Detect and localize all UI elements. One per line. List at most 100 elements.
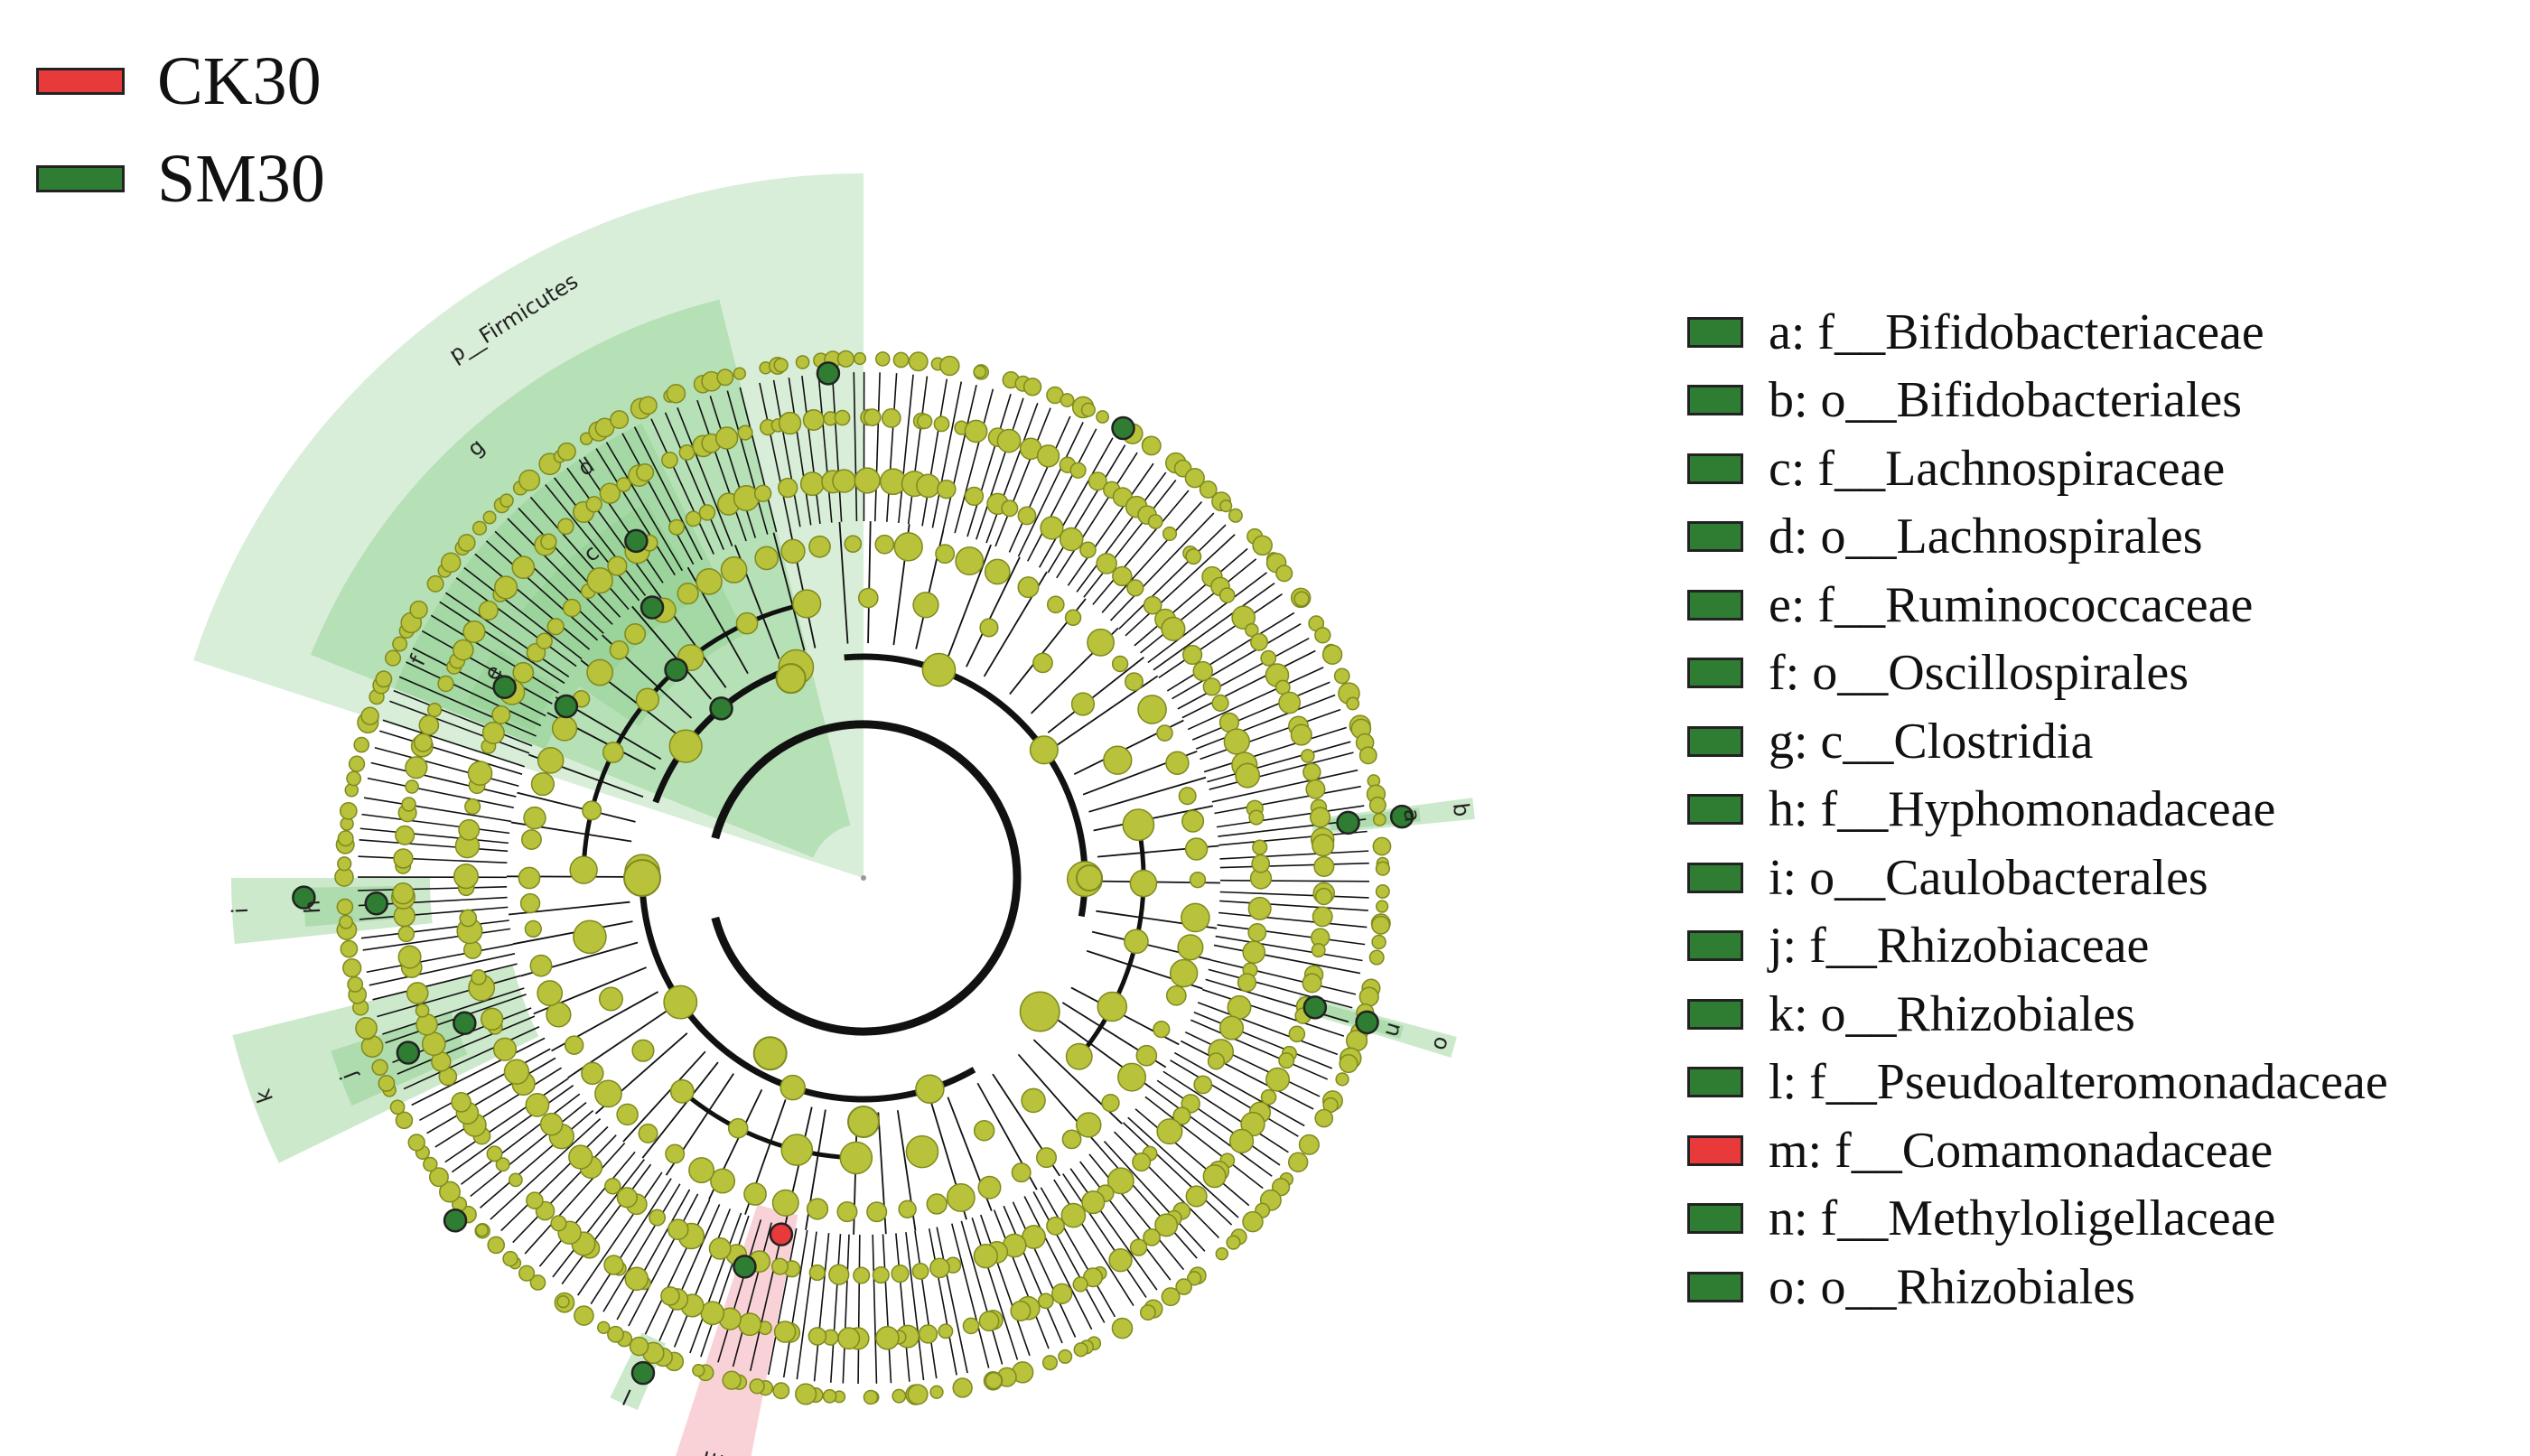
branch-line <box>942 384 977 531</box>
tree-node <box>415 1013 438 1036</box>
tree-node <box>546 618 565 636</box>
tree-node <box>1335 1072 1349 1087</box>
branch-line <box>726 390 769 535</box>
tree-node <box>1372 812 1386 826</box>
tree-node <box>537 980 564 1006</box>
branch-line <box>1219 900 1368 911</box>
branch-line <box>1047 656 1144 733</box>
tree-node <box>1072 1276 1088 1293</box>
tree-node <box>607 555 628 576</box>
branch-line <box>378 730 523 775</box>
tree-node <box>1011 1162 1032 1183</box>
branch-line <box>1172 622 1302 700</box>
tree-node <box>1250 632 1269 651</box>
node-g <box>709 696 733 721</box>
branch-line <box>842 1234 850 1384</box>
tree-node <box>397 945 422 969</box>
tree-node <box>1235 762 1261 789</box>
branch-line <box>905 1232 925 1381</box>
branch-line <box>1195 694 1336 750</box>
tree-node <box>407 1134 425 1152</box>
tree-node <box>1162 526 1178 542</box>
branch-line <box>960 1220 1004 1365</box>
tree-node <box>603 1255 624 1275</box>
branch-line <box>700 1215 750 1358</box>
tree-node <box>795 1383 817 1405</box>
tree-node <box>1060 393 1075 408</box>
branch-line <box>1062 1173 1147 1298</box>
branch-line <box>936 1227 968 1374</box>
node-e <box>492 675 517 699</box>
node-l <box>630 1360 656 1386</box>
branch-line <box>445 592 570 677</box>
tree-node <box>556 1294 570 1309</box>
branch-line <box>1219 891 1369 899</box>
tree-node <box>1231 605 1256 630</box>
tree-node <box>482 510 497 525</box>
branch-line <box>813 1233 830 1382</box>
tree-node <box>1060 1202 1087 1228</box>
tree-node <box>700 1301 725 1326</box>
branch-line <box>1197 1002 1339 1056</box>
tree-node <box>875 1326 900 1350</box>
tree-node <box>1237 973 1257 993</box>
tree-node <box>395 825 415 845</box>
branch-line <box>595 448 676 576</box>
key-swatch-o <box>1687 1271 1743 1302</box>
tree-node <box>1122 808 1155 842</box>
group-legend: CK30 SM30 <box>36 33 325 228</box>
ck30-swatch <box>36 68 125 95</box>
branch-line <box>1158 593 1283 678</box>
tree-node <box>1252 839 1268 855</box>
tree-node <box>1242 1210 1264 1233</box>
tree-node <box>1076 1112 1102 1138</box>
branch-line <box>1173 1051 1305 1127</box>
node-a <box>1389 804 1414 829</box>
backbone-arc-2a <box>652 667 789 804</box>
branch-line <box>361 813 510 835</box>
branch-line <box>377 975 521 1018</box>
tree-node <box>907 1384 929 1405</box>
key-item-g: g: c__Clostridia <box>1687 707 2388 776</box>
tree-node <box>1161 1287 1181 1307</box>
tree-node <box>459 909 478 928</box>
tree-node <box>795 355 810 369</box>
key-label-d: d: o__Lachnospirales <box>1769 509 2203 565</box>
branch-line <box>500 1125 609 1232</box>
tree-node <box>722 1370 742 1390</box>
tree-node <box>792 589 822 619</box>
tree-node <box>1305 779 1326 799</box>
branch-line <box>1088 1153 1185 1271</box>
branch-line <box>1203 726 1347 773</box>
tree-node <box>780 1134 814 1166</box>
tree-node <box>874 351 891 367</box>
branch-line <box>1147 572 1267 664</box>
branch-line <box>857 1234 861 1384</box>
tree-node <box>891 1265 910 1283</box>
tree-node <box>1178 787 1197 806</box>
branch-line <box>853 372 858 522</box>
tree-node <box>837 1327 861 1350</box>
branch-line <box>545 484 640 602</box>
branch-line <box>474 553 591 650</box>
branch-line <box>788 378 812 526</box>
tree-node <box>973 1119 995 1142</box>
tree-node <box>1019 991 1060 1032</box>
tree-node <box>955 546 985 576</box>
tree-node <box>1371 915 1391 935</box>
tree-node <box>1375 900 1389 913</box>
tree-node <box>405 779 419 794</box>
tree-node <box>610 410 630 429</box>
key-label-g: g: c__Clostridia <box>1769 713 2094 770</box>
root-child-node <box>752 1036 788 1071</box>
tree-node <box>1242 940 1266 965</box>
tree-node <box>1177 934 1204 961</box>
tree-node <box>1081 1190 1106 1215</box>
tree-node <box>437 675 454 693</box>
branch-line <box>439 601 565 685</box>
key-label-k: k: o__Rhizobiales <box>1769 985 2135 1042</box>
tree-node <box>458 818 481 841</box>
tree-node <box>1300 749 1315 763</box>
tree-node <box>616 1187 638 1209</box>
